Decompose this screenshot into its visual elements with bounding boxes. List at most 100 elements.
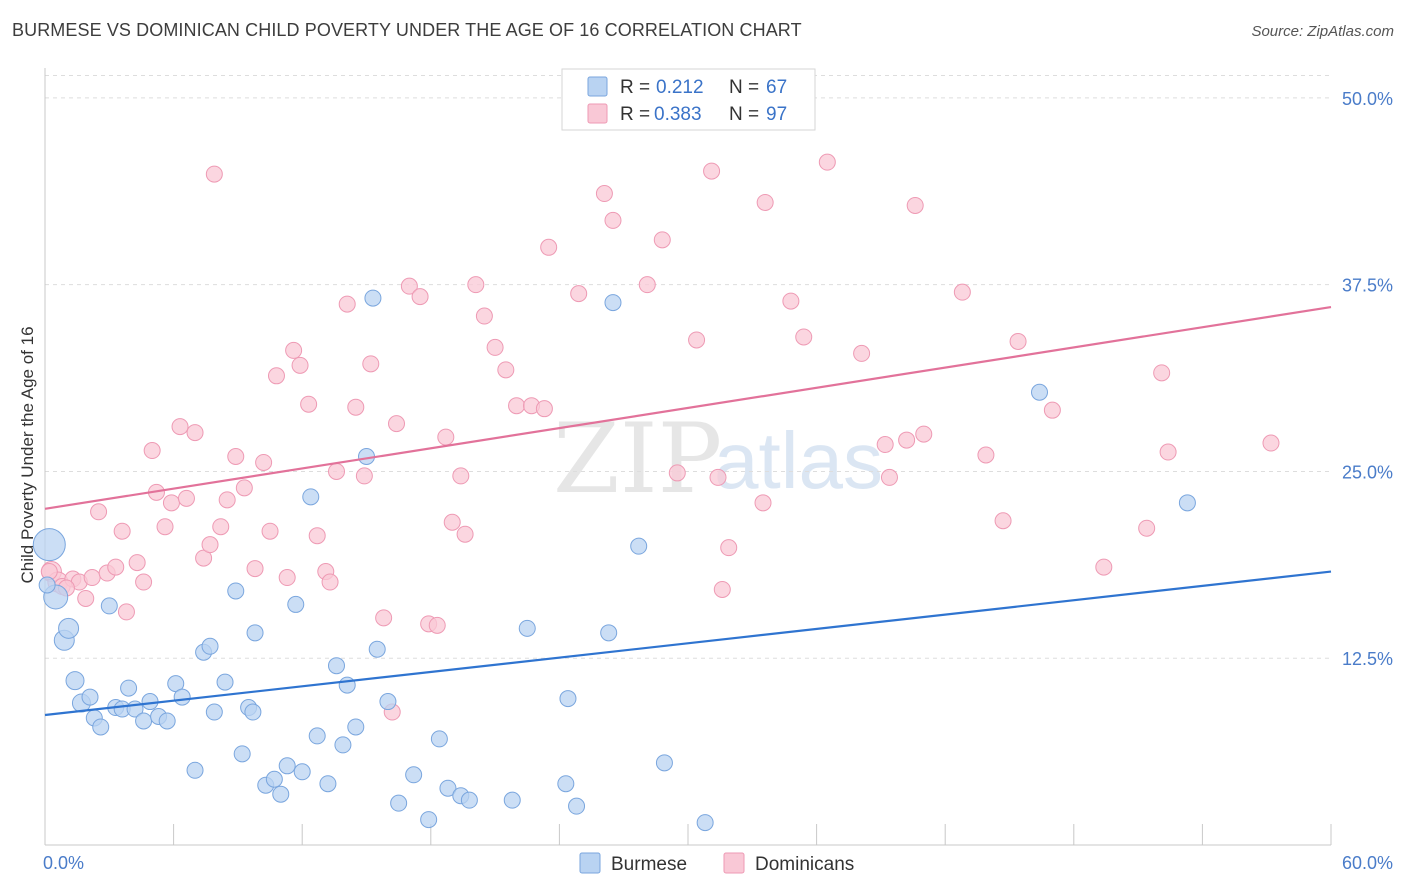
- dominican-point: [355, 467, 373, 485]
- burmese-point: [319, 775, 337, 793]
- bottom-legend: Burmese Dominicans: [579, 852, 854, 875]
- dominican-point: [205, 165, 223, 183]
- burmese-point: [233, 745, 251, 763]
- dominican-point: [653, 231, 671, 249]
- dominican-point: [1095, 558, 1113, 576]
- watermark-atlas: atlas: [714, 416, 883, 505]
- bottom-legend-swatch-dominican: [723, 852, 745, 874]
- dominican-point: [688, 331, 706, 349]
- dominican-point: [246, 560, 264, 578]
- dominican-point: [186, 424, 204, 442]
- burmese-point: [334, 736, 352, 754]
- dominican-point: [90, 503, 108, 521]
- burmese-point: [308, 727, 326, 745]
- burmese-point: [518, 619, 536, 637]
- dominican-point: [977, 446, 995, 464]
- trend-lines: [44, 305, 1332, 717]
- burmese-point: [38, 576, 56, 594]
- dominican-points: [40, 153, 1280, 721]
- burmese-point: [655, 754, 673, 772]
- burmese-point: [460, 791, 478, 809]
- burmese-point: [141, 693, 159, 711]
- dominican-point: [327, 462, 345, 480]
- dominican-point: [107, 558, 125, 576]
- dominican-point: [1262, 434, 1280, 452]
- dominican-point: [308, 527, 326, 545]
- dominican-trend-line: [44, 305, 1332, 510]
- dominican-point: [278, 569, 296, 587]
- dominican-point: [720, 539, 738, 557]
- legend-r-label-dominican: R =: [620, 104, 650, 125]
- burmese-point: [186, 761, 204, 779]
- burmese-point: [216, 673, 234, 691]
- dominican-point: [1159, 443, 1177, 461]
- dominican-point: [285, 341, 303, 359]
- dominican-point: [456, 525, 474, 543]
- burmese-point: [265, 770, 283, 788]
- dominican-point: [113, 522, 131, 540]
- bottom-legend-label-dominican: Dominicans: [755, 854, 854, 875]
- y-tick-label: 50.0%: [1342, 89, 1393, 109]
- dominican-point: [713, 580, 731, 598]
- dominican-point: [117, 603, 135, 621]
- dominican-point: [321, 573, 339, 591]
- legend-r-value-burmese: 0.212: [656, 77, 704, 98]
- legend-r-value-dominican: 0.383: [654, 104, 702, 125]
- burmese-point: [58, 617, 80, 639]
- dominican-point: [235, 479, 253, 497]
- burmese-point: [1031, 383, 1049, 401]
- dominican-point: [754, 494, 772, 512]
- dominican-point: [595, 185, 613, 203]
- y-axis-label: Child Poverty Under the Age of 16: [18, 326, 37, 583]
- burmese-point: [696, 814, 714, 832]
- dominican-point: [782, 292, 800, 310]
- burmese-point: [568, 797, 586, 815]
- dominican-point: [77, 589, 95, 607]
- burmese-point: [420, 811, 438, 829]
- burmese-point: [287, 595, 305, 613]
- dominican-point: [486, 338, 504, 356]
- dominican-point: [135, 573, 153, 591]
- dominican-point: [1138, 519, 1156, 537]
- burmese-point: [600, 624, 618, 642]
- dominican-point: [437, 428, 455, 446]
- burmese-point: [503, 791, 521, 809]
- burmese-point: [604, 294, 622, 312]
- chart-title: BURMESE VS DOMINICAN CHILD POVERTY UNDER…: [12, 20, 802, 40]
- dominican-point: [177, 489, 195, 507]
- dominican-point: [362, 355, 380, 373]
- dominican-point: [1153, 364, 1171, 382]
- dominican-point: [338, 295, 356, 313]
- legend-n-label-burmese: N =: [729, 77, 759, 98]
- dominican-point: [604, 211, 622, 229]
- burmese-point: [390, 794, 408, 812]
- dominican-point: [497, 361, 515, 379]
- legend-swatch-dominican: [587, 103, 608, 124]
- dominican-point: [1009, 332, 1027, 350]
- burmese-point: [364, 289, 382, 307]
- source-label: Source: ZipAtlas.com: [1251, 23, 1394, 40]
- dominican-point: [853, 344, 871, 362]
- dominican-point: [709, 468, 727, 486]
- dominican-point: [347, 398, 365, 416]
- burmese-point: [158, 712, 176, 730]
- dominican-point: [703, 162, 721, 180]
- dominican-point: [212, 518, 230, 536]
- x-tick-label-max: 60.0%: [1342, 853, 1393, 873]
- burmese-point: [278, 757, 296, 775]
- burmese-point: [100, 597, 118, 615]
- dominican-point: [171, 418, 189, 436]
- dominican-point: [300, 395, 318, 413]
- dominican-point: [880, 468, 898, 486]
- dominican-point: [267, 367, 285, 385]
- dominican-point: [475, 307, 493, 325]
- dominican-point: [400, 277, 418, 295]
- dominican-point: [255, 453, 273, 471]
- dominican-point: [876, 436, 894, 454]
- burmese-point: [293, 763, 311, 781]
- burmese-point: [630, 537, 648, 555]
- dominican-point: [994, 512, 1012, 530]
- dominican-point: [953, 283, 971, 301]
- burmese-point: [430, 730, 448, 748]
- burmese-trend-line: [44, 570, 1332, 717]
